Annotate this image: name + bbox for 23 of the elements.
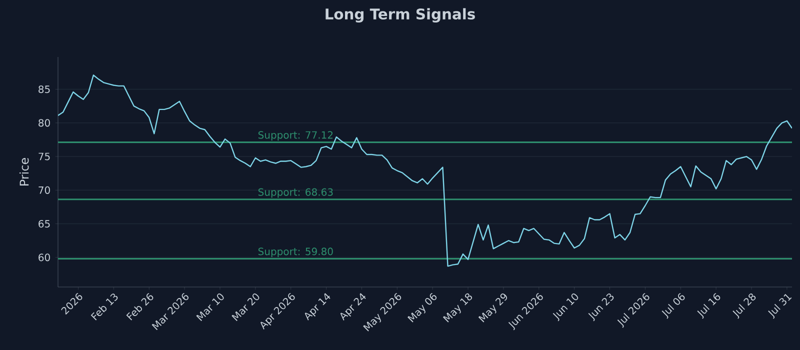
- y-tick-label: 70: [38, 186, 50, 194]
- x-tick-label: Jul 28: [732, 293, 756, 319]
- chart-title: Long Term Signals: [326, 8, 475, 22]
- ref-line-label: Support: 59.80: [258, 248, 333, 258]
- ref-line-label: Support: 77.12: [258, 131, 333, 141]
- x-tick-label: Feb 13: [90, 294, 118, 320]
- x-tick-label: Jun 10: [552, 294, 578, 322]
- y-tick-label: 75: [38, 152, 50, 160]
- ref-line-label: Support: 68.63: [258, 188, 333, 198]
- x-tick-label: Jul 06: [662, 293, 685, 319]
- x-tick-label: Jun 23: [588, 293, 614, 322]
- x-tick-label: Mar 20: [232, 294, 260, 322]
- x-tick-label: Mar 10: [196, 294, 224, 322]
- y-tick-label: 80: [38, 119, 50, 127]
- x-tick-label: Apr 24: [340, 293, 366, 321]
- x-tick-label: Feb 26: [126, 293, 154, 320]
- y-tick-label: 85: [38, 85, 50, 94]
- x-tick-label: Apr 14: [304, 293, 330, 320]
- y-tick-label: 60: [38, 254, 50, 262]
- x-tick-label: Jul 16: [697, 293, 720, 319]
- y-tick-label: 65: [38, 220, 50, 228]
- x-tick-label: Jul 31: [768, 294, 792, 319]
- y-axis-title: Price: [19, 158, 29, 186]
